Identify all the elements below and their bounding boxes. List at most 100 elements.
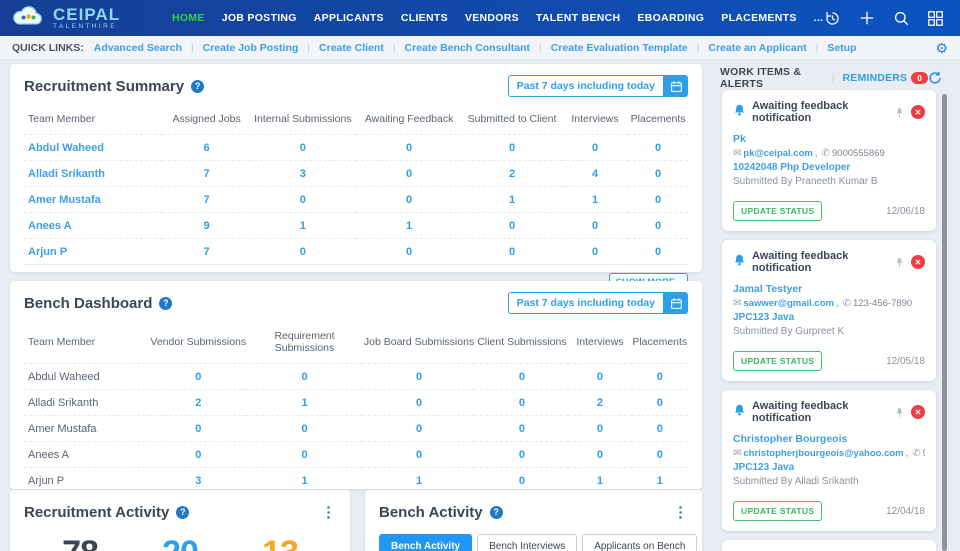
- metric-link[interactable]: 9: [163, 212, 250, 239]
- job-link[interactable]: 10242048 Php Developer: [733, 162, 851, 173]
- date-filter-button[interactable]: Past 7 days including today: [507, 292, 688, 314]
- gear-icon[interactable]: [935, 41, 948, 55]
- add-icon[interactable]: [857, 8, 877, 28]
- metric-link[interactable]: 1: [249, 212, 356, 239]
- menu-item-more[interactable]: ...: [813, 12, 824, 24]
- metric-link[interactable]: 3: [249, 160, 356, 187]
- metric-link[interactable]: 0: [462, 134, 562, 161]
- metric-link[interactable]: 0: [246, 415, 363, 442]
- metric-link[interactable]: 7: [163, 238, 250, 265]
- metric-link[interactable]: 4: [561, 160, 629, 187]
- metric-link[interactable]: 0: [561, 238, 629, 265]
- metric-link[interactable]: 0: [628, 238, 688, 265]
- sidebar-scrollbar[interactable]: [942, 94, 947, 551]
- quick-link-advanced-search[interactable]: Advanced Search: [93, 41, 182, 54]
- metric-link[interactable]: 1: [362, 467, 476, 494]
- kebab-menu-icon[interactable]: [673, 505, 688, 520]
- applicant-name-link[interactable]: Jamal Testyer: [733, 283, 803, 295]
- metric-link[interactable]: 0: [249, 186, 356, 213]
- tab-work-items-alerts[interactable]: WORK ITEMS & ALERTS: [720, 66, 802, 90]
- quick-link-setup[interactable]: Setup: [827, 41, 857, 54]
- applicant-email-link[interactable]: christopherjbourgeois@yahoo.com: [743, 448, 904, 459]
- menu-item-talent-bench[interactable]: TALENT BENCH: [535, 12, 621, 24]
- metric-link[interactable]: 1: [462, 186, 562, 213]
- menu-item-clients[interactable]: CLIENTS: [400, 12, 448, 24]
- close-icon[interactable]: [911, 255, 925, 269]
- metric-link[interactable]: 0: [568, 363, 632, 390]
- update-status-button[interactable]: UPDATE STATUS: [733, 501, 823, 521]
- metric-link[interactable]: 0: [355, 134, 463, 161]
- metric-link[interactable]: 0: [249, 134, 356, 161]
- metric-link[interactable]: 0: [362, 441, 476, 468]
- metric-link[interactable]: 0: [568, 415, 632, 442]
- metric-link[interactable]: 0: [628, 212, 688, 239]
- pin-icon[interactable]: [894, 106, 905, 119]
- brand-logo[interactable]: CEIPAL TALENTHIRE: [10, 4, 168, 33]
- metric-link[interactable]: 7: [163, 186, 250, 213]
- pin-icon[interactable]: [894, 406, 905, 419]
- metric-link[interactable]: 0: [246, 441, 363, 468]
- metric-link[interactable]: 2: [150, 389, 247, 416]
- metric-link[interactable]: 0: [475, 415, 569, 442]
- metric-link[interactable]: 0: [631, 389, 688, 416]
- tab-applicants-on-bench[interactable]: Applicants on Bench: [582, 534, 698, 551]
- metric-link[interactable]: 0: [631, 363, 688, 390]
- metric-link[interactable]: 0: [475, 363, 569, 390]
- metric-link[interactable]: 2: [462, 160, 562, 187]
- quick-link-create-evaluation-template[interactable]: Create Evaluation Template: [550, 41, 688, 54]
- metric-link[interactable]: 0: [462, 238, 562, 265]
- applicant-name-link[interactable]: Christopher Bourgeois: [733, 433, 848, 445]
- metric-link[interactable]: 0: [150, 441, 247, 468]
- metric-link[interactable]: 0: [475, 441, 569, 468]
- quick-link-create-client[interactable]: Create Client: [319, 41, 384, 54]
- menu-item-job-posting[interactable]: JOB POSTING: [221, 12, 297, 24]
- kebab-menu-icon[interactable]: [321, 505, 336, 520]
- team-member-link[interactable]: Abdul Waheed: [24, 134, 164, 161]
- metric-link[interactable]: 0: [362, 415, 476, 442]
- close-icon[interactable]: [911, 105, 925, 119]
- metric-link[interactable]: 7: [163, 160, 250, 187]
- help-icon[interactable]: [176, 505, 190, 519]
- metric-link[interactable]: 0: [362, 363, 476, 390]
- help-icon[interactable]: [159, 296, 173, 310]
- metric-link[interactable]: 0: [475, 389, 569, 416]
- update-status-button[interactable]: UPDATE STATUS: [733, 351, 823, 371]
- team-member-link[interactable]: Arjun P: [24, 238, 164, 265]
- history-icon[interactable]: [823, 9, 842, 28]
- metric-link[interactable]: 6: [163, 134, 250, 161]
- metric-link[interactable]: 0: [568, 441, 632, 468]
- search-icon[interactable]: [892, 9, 911, 28]
- quick-link-create-bench-consultant[interactable]: Create Bench Consultant: [404, 41, 530, 54]
- metric-link[interactable]: 1: [355, 212, 463, 239]
- tab-bench-activity[interactable]: Bench Activity: [379, 534, 473, 551]
- metric-link[interactable]: 1: [246, 389, 363, 416]
- metric-link[interactable]: 0: [628, 160, 688, 187]
- applicant-name-link[interactable]: Pk: [733, 133, 746, 145]
- quick-link-create-an-applicant[interactable]: Create an Applicant: [708, 41, 807, 54]
- metric-link[interactable]: 0: [561, 134, 629, 161]
- tab-reminders[interactable]: REMINDERS: [842, 72, 908, 84]
- job-link[interactable]: JPC123 Java: [733, 462, 795, 473]
- update-status-button[interactable]: UPDATE STATUS: [733, 201, 823, 221]
- pin-icon[interactable]: [894, 256, 905, 269]
- reminders-count-badge[interactable]: 0: [911, 72, 928, 84]
- help-icon[interactable]: [191, 79, 205, 93]
- metric-link[interactable]: 0: [355, 160, 463, 187]
- metric-link[interactable]: 0: [631, 415, 688, 442]
- date-filter-button[interactable]: Past 7 days including today: [507, 75, 688, 97]
- refresh-icon[interactable]: [928, 71, 942, 85]
- metric-link[interactable]: 0: [462, 212, 562, 239]
- metric-link[interactable]: 2: [568, 389, 632, 416]
- help-icon[interactable]: [489, 505, 503, 519]
- metric-link[interactable]: 3: [150, 467, 247, 494]
- menu-item-eboarding[interactable]: EBOARDING: [637, 12, 705, 24]
- metric-link[interactable]: 0: [249, 238, 356, 265]
- metric-link[interactable]: 1: [561, 186, 629, 213]
- metric-link[interactable]: 0: [628, 186, 688, 213]
- metric-link[interactable]: 0: [150, 415, 247, 442]
- job-link[interactable]: JPC123 Java: [733, 312, 795, 323]
- menu-item-vendors[interactable]: VENDORS: [464, 12, 519, 24]
- metric-link[interactable]: 0: [631, 441, 688, 468]
- close-icon[interactable]: [911, 405, 925, 419]
- metric-link[interactable]: 0: [355, 186, 463, 213]
